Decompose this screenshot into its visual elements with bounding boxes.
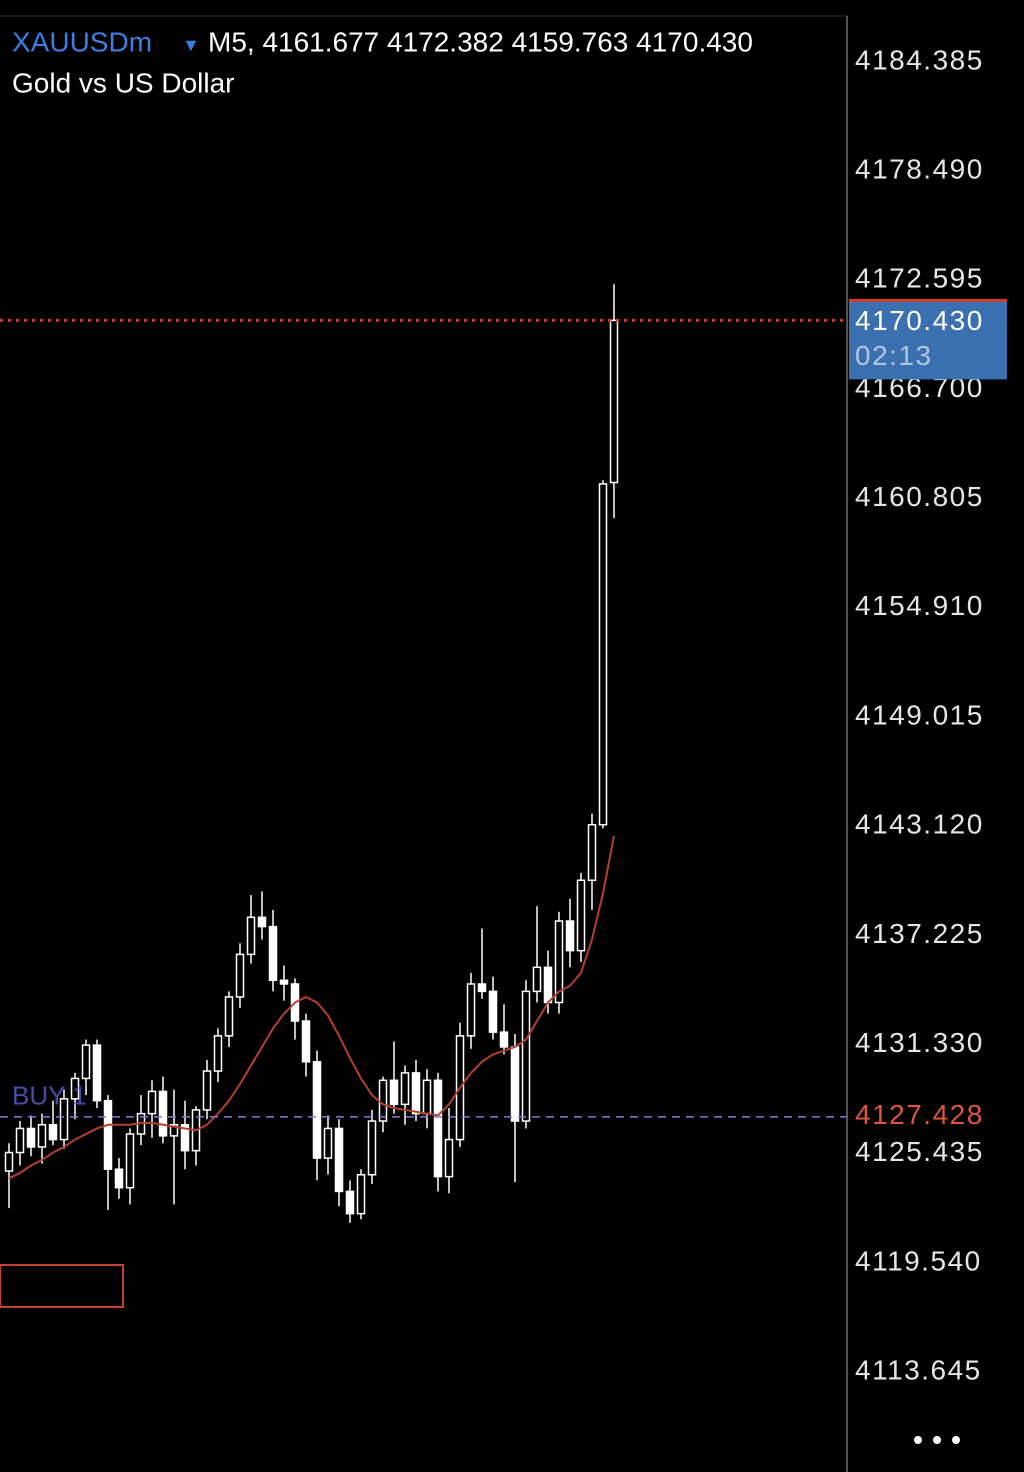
candle-body <box>180 1123 190 1152</box>
candle-body <box>279 979 289 985</box>
candle-body <box>257 916 267 928</box>
candle-body <box>565 920 575 952</box>
candle-body <box>70 1077 80 1100</box>
candle-body <box>499 1031 509 1048</box>
candle-body <box>400 1072 410 1106</box>
y-tick-label: 4131.330 <box>855 1027 984 1058</box>
candle-body <box>246 916 256 956</box>
candle-body <box>268 925 278 982</box>
candle-body <box>433 1079 443 1178</box>
candle-body <box>224 996 234 1037</box>
candle-body <box>103 1099 113 1170</box>
candle-body <box>301 1020 311 1063</box>
candle-body <box>81 1044 91 1080</box>
candle-body <box>466 983 476 1037</box>
current-price-label: 4170.430 <box>855 305 984 336</box>
y-tick-label: 4172.595 <box>855 263 984 294</box>
candle-body <box>367 1120 377 1176</box>
bar-timer: 02:13 <box>855 340 933 371</box>
y-tick-label: 4154.910 <box>855 590 984 621</box>
candle-body <box>477 983 487 993</box>
candle-body <box>59 1098 69 1141</box>
candle-body <box>15 1127 25 1154</box>
candle-body <box>378 1079 388 1122</box>
y-tick-label: 4160.805 <box>855 481 984 512</box>
candle-body <box>169 1123 179 1137</box>
candle-body <box>345 1190 355 1215</box>
candle-body <box>356 1173 366 1215</box>
chart-title: Gold vs US Dollar <box>12 67 235 98</box>
moving-average <box>8 835 615 1180</box>
candle-body <box>114 1168 124 1189</box>
dot[interactable] <box>914 1436 922 1444</box>
y-tick-label: 4184.385 <box>855 44 984 75</box>
dot[interactable] <box>952 1436 960 1444</box>
dot[interactable] <box>933 1436 941 1444</box>
y-tick-label: 4119.540 <box>855 1245 982 1276</box>
candle-body <box>4 1151 14 1172</box>
plot-area <box>4 284 619 1223</box>
candle-body <box>334 1127 344 1193</box>
candle-body <box>235 953 245 998</box>
candle-body <box>411 1072 421 1115</box>
candle-body <box>422 1079 432 1115</box>
candle-body <box>125 1133 135 1189</box>
candle-body <box>158 1090 168 1137</box>
candle-body <box>532 966 542 993</box>
candle-body <box>488 990 498 1033</box>
candle-body <box>92 1044 102 1102</box>
current-price-box <box>849 300 1007 380</box>
symbol-dropdown[interactable]: ▼ <box>182 35 200 55</box>
candle-body <box>510 1046 520 1122</box>
candle-body <box>213 1035 223 1072</box>
y-tick-label: 4113.645 <box>855 1354 982 1385</box>
candle-body <box>587 823 597 882</box>
candle-body <box>609 319 619 484</box>
object-box <box>0 1264 124 1308</box>
candle-body <box>389 1079 399 1106</box>
candle-body <box>147 1090 157 1115</box>
candle-body <box>598 483 608 826</box>
candle-body <box>543 966 553 1004</box>
candle-body <box>554 920 564 1004</box>
candle-body <box>444 1138 454 1178</box>
candle-body <box>323 1127 333 1159</box>
candle-body <box>521 990 531 1122</box>
candle-body <box>312 1061 322 1159</box>
order-label: BUY 1 <box>12 1081 87 1111</box>
symbol[interactable]: XAUUSDm <box>12 26 152 57</box>
y-tick-label: 4149.015 <box>855 699 984 730</box>
candle-body <box>37 1123 47 1148</box>
header-ohlc: M5, 4161.677 4172.382 4159.763 4170.430 <box>208 26 753 57</box>
more-menu[interactable] <box>914 1436 960 1444</box>
candle-body <box>26 1127 36 1148</box>
y-tick-label: 4178.490 <box>855 154 984 185</box>
order-price-label: 4127.428 <box>855 1099 984 1130</box>
candle-body <box>576 879 586 952</box>
candle-body <box>48 1123 58 1141</box>
y-tick-label: 4125.435 <box>855 1136 984 1167</box>
y-tick-label: 4137.225 <box>855 918 984 949</box>
y-tick-label: 4143.120 <box>855 809 984 840</box>
candle-body <box>202 1070 212 1111</box>
